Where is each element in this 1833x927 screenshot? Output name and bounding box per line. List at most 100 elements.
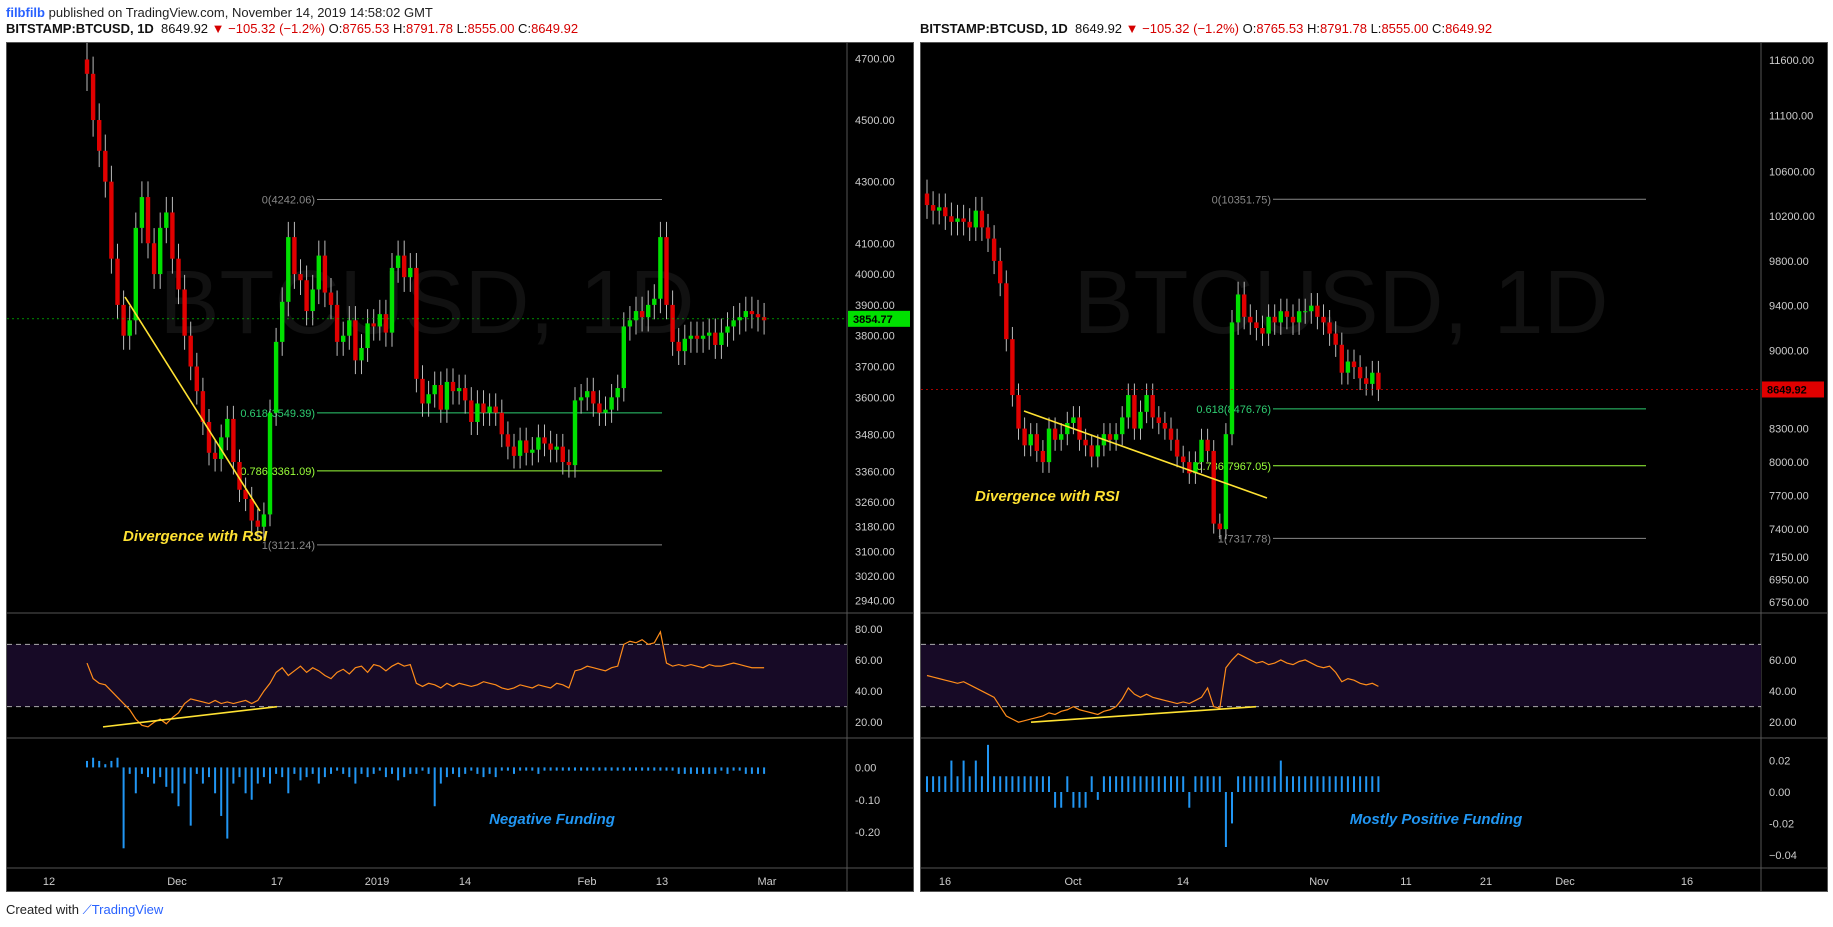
fib-level-label: 0.786(3361.09): [240, 466, 315, 478]
candle-body: [188, 335, 193, 367]
funding-bar: [336, 767, 339, 771]
chart-panel-right[interactable]: BTCUSD, 1D 11600.00 11100.00 10600.00 10200.…: [920, 42, 1828, 892]
funding-bar: [537, 767, 540, 774]
funding-bar: [403, 767, 406, 778]
candle-body: [1266, 316, 1271, 334]
candle-body: [395, 255, 401, 268]
candle-body: [566, 462, 572, 466]
candle-body: [145, 197, 151, 244]
candle-body: [231, 418, 236, 463]
candle-body: [133, 227, 138, 321]
rsi-tick-label: 40.00: [1769, 686, 1797, 698]
funding-bar: [317, 767, 320, 784]
tradingview-logo-icon[interactable]: ⟋: [82, 902, 92, 917]
chart-canvas-right[interactable]: BTCUSD, 1D 11600.00 11100.00 10600.00 10200.…: [921, 43, 1827, 891]
candle-body: [347, 320, 352, 336]
funding-bar: [1346, 776, 1349, 792]
candle-body: [1193, 462, 1198, 474]
candle-body: [365, 323, 370, 349]
funding-bar: [1218, 776, 1221, 792]
price-tick-label: 6950.00: [1769, 574, 1809, 586]
funding-bar: [360, 767, 363, 774]
funding-bar: [409, 767, 412, 774]
rsi-tick-label: 40.00: [855, 686, 883, 698]
high: 8791.78: [1319, 21, 1367, 36]
candle-body: [499, 412, 504, 435]
funding-bar: [140, 767, 143, 774]
funding-bar: [470, 767, 473, 771]
candle-body: [749, 311, 755, 315]
funding-bar: [1255, 776, 1258, 792]
funding-bar: [1005, 776, 1008, 792]
price-tick-label: 11600.00: [1769, 55, 1814, 67]
funding-bar: [305, 767, 308, 778]
tradingview-brand[interactable]: TradingView: [91, 902, 164, 917]
time-tick-label: 13: [656, 876, 668, 888]
time-tick-label: 12: [43, 876, 55, 888]
candle-body: [353, 320, 358, 361]
price-tick-label: 3800.00: [855, 331, 895, 343]
funding-bar: [342, 767, 345, 774]
fib-level-label: 0(4242.06): [262, 195, 315, 207]
candle-body: [1040, 450, 1046, 463]
funding-bar: [732, 767, 735, 771]
funding-bar: [134, 767, 137, 794]
funding-bar: [1121, 776, 1124, 792]
rsi-tick-label: 80.00: [855, 624, 883, 636]
candle-body: [267, 412, 273, 515]
funding-bar: [1292, 776, 1294, 792]
close: 8649.92: [1445, 21, 1493, 36]
candle-body: [170, 212, 175, 259]
price-tick-label: 3600.00: [855, 392, 895, 404]
candle-body: [469, 400, 474, 422]
candle-body: [255, 520, 260, 527]
funding-bar: [238, 767, 241, 778]
chart-panel-left[interactable]: BTCUSD, 1D 4700.00 4500.00 4300.00 4100.00 40…: [6, 42, 914, 892]
funding-bar: [104, 764, 107, 768]
candle-body: [280, 301, 285, 342]
candle-body: [548, 443, 553, 450]
funding-bar: [488, 767, 491, 774]
funding-bar: [543, 767, 546, 771]
time-tick-label: 14: [1177, 876, 1189, 888]
candle-body: [967, 221, 972, 228]
candle-body: [664, 237, 669, 305]
funding-tick-label: -0.20: [855, 827, 880, 839]
time-tick-label: 16: [939, 876, 951, 888]
funding-bar: [476, 767, 479, 774]
funding-bar: [372, 767, 375, 774]
candle-body: [707, 332, 712, 336]
funding-bar: [1261, 776, 1264, 792]
funding-bar: [195, 767, 198, 774]
funding-bar: [122, 767, 125, 849]
candle-body: [115, 258, 120, 305]
candle-body: [420, 378, 425, 404]
price-tick-label: 3020.00: [855, 571, 895, 583]
divergence-line-price: [1023, 410, 1268, 499]
funding-bar: [531, 767, 534, 771]
funding-bar: [586, 767, 589, 771]
funding-bar: [256, 767, 259, 784]
candle-body: [591, 391, 596, 404]
candle-body: [200, 391, 206, 422]
open: 8765.53: [342, 21, 390, 36]
candle-body: [1370, 372, 1375, 384]
candle-body: [212, 452, 218, 459]
author-name[interactable]: filbfilb: [6, 5, 45, 20]
candle-body: [151, 243, 157, 275]
funding-bar: [580, 767, 583, 771]
candle-body: [682, 338, 687, 352]
candle-body: [1107, 434, 1113, 440]
funding-bar: [1023, 776, 1026, 792]
funding-annotation: Negative Funding: [489, 811, 615, 828]
funding-bar: [610, 767, 613, 771]
funding-bar: [1182, 776, 1185, 792]
funding-bar: [1231, 792, 1233, 824]
chart-canvas-left[interactable]: BTCUSD, 1D 4700.00 4500.00 4300.00 4100.00 40…: [7, 43, 913, 891]
funding-bar: [1316, 776, 1319, 792]
candle-body: [924, 193, 930, 206]
rsi-tick-label: 60.00: [855, 655, 883, 667]
candle-body: [652, 298, 657, 305]
time-tick-label: 14: [459, 876, 471, 888]
funding-bar: [1078, 792, 1081, 808]
